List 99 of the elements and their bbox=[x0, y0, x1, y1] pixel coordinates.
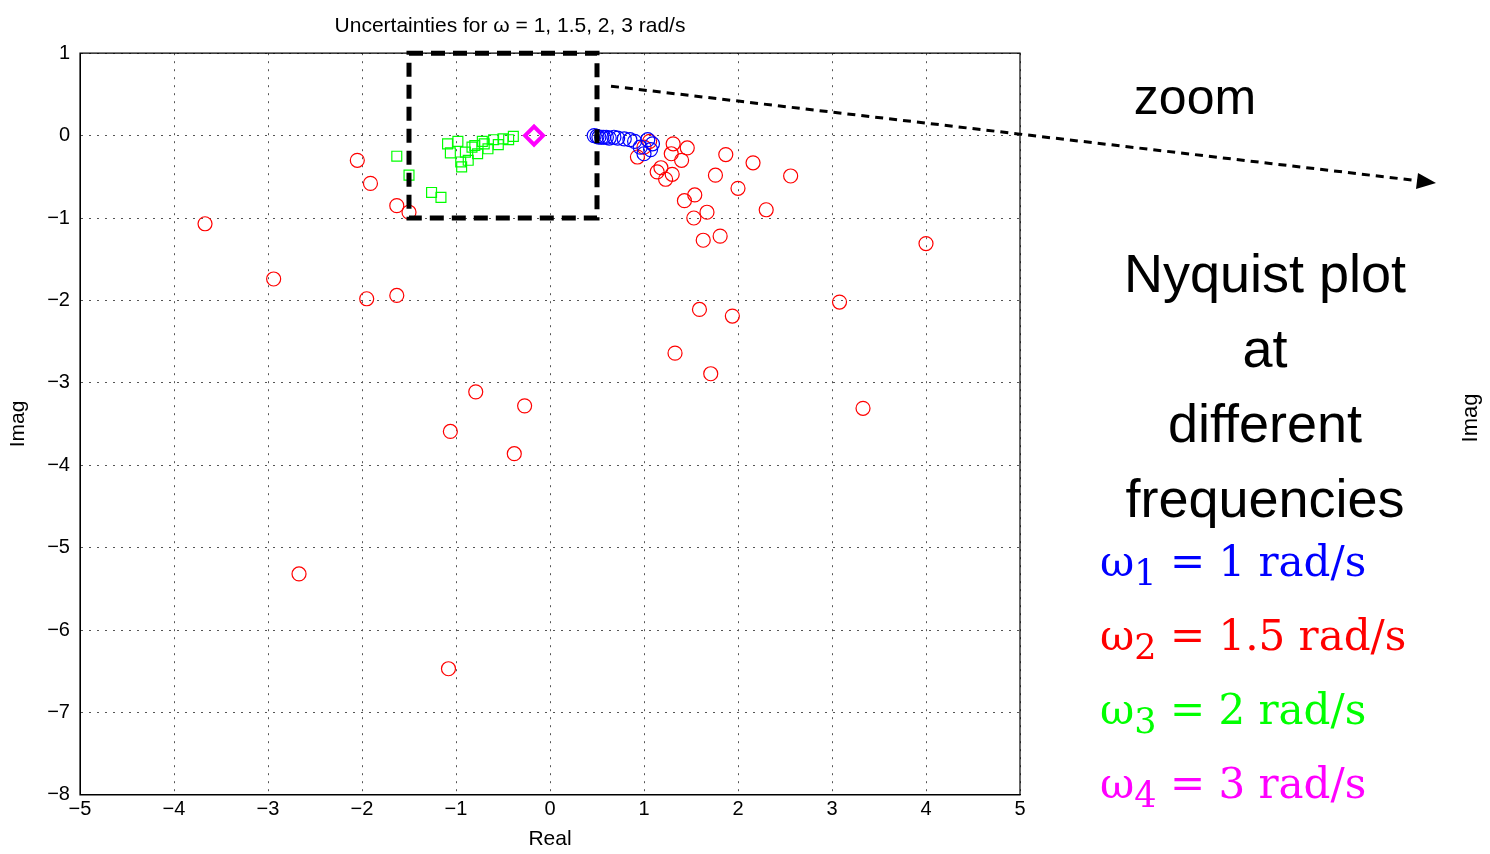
point bbox=[610, 130, 626, 146]
point bbox=[462, 154, 474, 166]
point bbox=[362, 175, 379, 191]
point bbox=[663, 146, 679, 162]
point bbox=[482, 143, 494, 155]
point bbox=[691, 301, 708, 318]
text: zoom bbox=[1132, 68, 1258, 126]
point bbox=[442, 423, 458, 440]
text: Imag bbox=[1457, 392, 1483, 445]
point bbox=[403, 169, 415, 181]
y-tick-label: −8 bbox=[47, 782, 70, 805]
point bbox=[291, 566, 307, 582]
y-tick-label: −7 bbox=[47, 699, 70, 722]
point bbox=[707, 167, 724, 183]
point bbox=[658, 171, 674, 187]
point bbox=[712, 228, 728, 244]
point bbox=[745, 155, 761, 171]
point bbox=[699, 204, 715, 220]
y-axis-title: Imag bbox=[5, 400, 29, 448]
x-axis-title: Real bbox=[528, 826, 572, 850]
x-tick-label: −1 bbox=[444, 797, 468, 820]
point bbox=[730, 180, 746, 196]
point bbox=[642, 142, 659, 158]
x-tick-label: −4 bbox=[162, 797, 186, 820]
point bbox=[389, 198, 405, 214]
y-tick-label: −2 bbox=[47, 287, 70, 310]
point bbox=[679, 140, 695, 156]
point bbox=[606, 129, 622, 145]
point bbox=[831, 294, 848, 310]
y-tick-label: 0 bbox=[58, 123, 70, 146]
y-tick-label: −1 bbox=[47, 205, 70, 228]
point bbox=[665, 136, 681, 152]
point bbox=[507, 130, 519, 142]
point bbox=[718, 146, 734, 163]
x-tick-label: −3 bbox=[256, 797, 280, 820]
x-tick-label: 4 bbox=[920, 797, 932, 820]
point bbox=[649, 164, 665, 180]
text: ω$_{2}$ = 1.5 rad/s bbox=[1100, 610, 1407, 670]
point bbox=[687, 187, 703, 203]
text: Nyquist plot at different frequencies bbox=[1122, 242, 1408, 530]
point bbox=[632, 139, 648, 155]
point bbox=[695, 232, 711, 248]
point bbox=[440, 661, 457, 677]
point bbox=[622, 132, 638, 148]
text: ω$_{4}$ = 3 rad/s bbox=[1100, 758, 1368, 818]
point bbox=[676, 193, 693, 209]
point bbox=[459, 146, 471, 158]
point bbox=[664, 166, 680, 182]
point bbox=[472, 148, 484, 160]
point bbox=[391, 150, 403, 162]
x-tick-label: 2 bbox=[732, 797, 744, 820]
point bbox=[492, 139, 504, 151]
point bbox=[636, 139, 652, 155]
y-tick-label: 1 bbox=[58, 40, 70, 63]
point bbox=[503, 134, 515, 146]
point bbox=[616, 131, 632, 147]
point bbox=[703, 366, 719, 382]
point bbox=[444, 147, 456, 159]
y-tick-label: −5 bbox=[47, 535, 70, 558]
point bbox=[266, 271, 282, 287]
x-tick-label: 5 bbox=[1014, 797, 1026, 820]
point bbox=[627, 133, 643, 149]
point bbox=[497, 133, 509, 145]
point bbox=[783, 168, 799, 184]
point bbox=[389, 287, 405, 304]
point bbox=[653, 160, 669, 176]
text: ω$_{1}$ = 1 rad/s bbox=[1100, 537, 1367, 594]
x-tick-label: 1 bbox=[638, 797, 650, 820]
y-tick-label: −4 bbox=[47, 452, 70, 475]
point bbox=[468, 384, 484, 400]
y-tick-label: −3 bbox=[47, 370, 70, 393]
point bbox=[686, 210, 702, 226]
point bbox=[452, 135, 464, 147]
x-tick-label: 0 bbox=[544, 797, 556, 820]
point bbox=[435, 191, 447, 203]
point bbox=[456, 161, 468, 173]
point bbox=[636, 146, 652, 162]
point bbox=[523, 124, 546, 147]
text: ω$_{3}$ = 2 rad/s bbox=[1100, 684, 1368, 744]
point bbox=[629, 149, 646, 165]
point bbox=[488, 134, 500, 146]
point bbox=[455, 156, 467, 168]
y-tick-label: −6 bbox=[47, 617, 70, 640]
point bbox=[517, 398, 533, 414]
point bbox=[426, 186, 438, 199]
point bbox=[758, 202, 774, 218]
point bbox=[674, 152, 690, 168]
point bbox=[667, 345, 683, 361]
point bbox=[441, 138, 454, 150]
x-tick-label: −2 bbox=[350, 797, 374, 820]
point bbox=[855, 400, 871, 416]
point bbox=[197, 216, 213, 232]
chart-title: Uncertainties for ω = 1, 1.5, 2, 3 rad/s bbox=[334, 13, 686, 37]
point bbox=[349, 152, 365, 168]
point bbox=[359, 291, 375, 307]
point bbox=[506, 446, 522, 462]
point bbox=[918, 235, 934, 252]
x-tick-label: 3 bbox=[826, 797, 838, 820]
point bbox=[724, 308, 740, 324]
